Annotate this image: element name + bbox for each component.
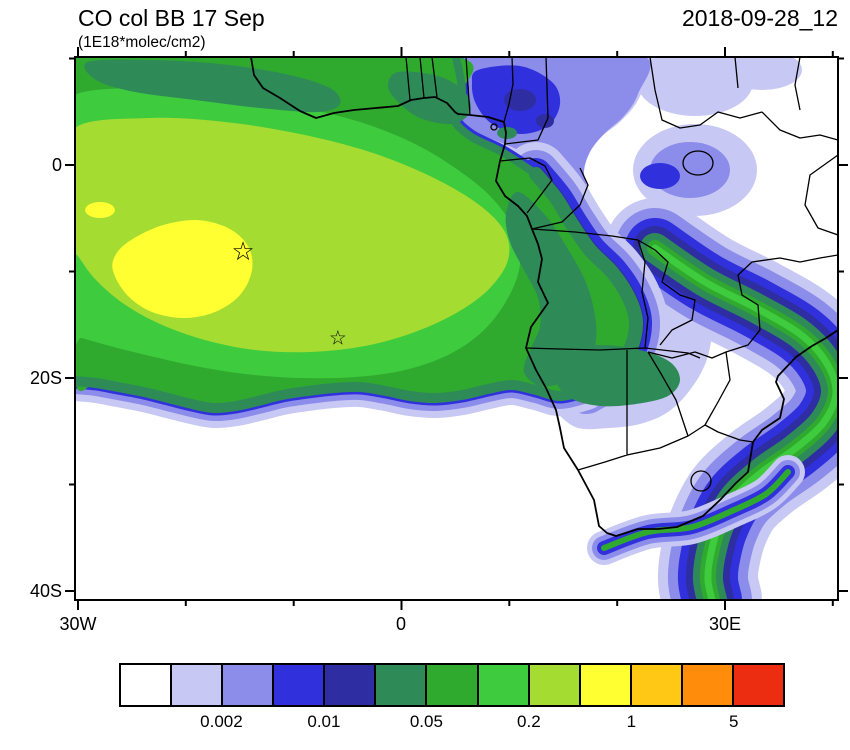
country-borders bbox=[405, 57, 838, 471]
colorbar-cell-7 bbox=[478, 665, 530, 705]
x-tick-label-30w: 30W bbox=[59, 614, 96, 634]
colorbar-cell-10 bbox=[631, 665, 683, 705]
plot-title: CO col BB 17 Sep bbox=[78, 5, 265, 31]
colorbar-cell-0 bbox=[121, 665, 173, 705]
contour-patch-level-4 bbox=[536, 114, 554, 128]
contour-patch-level-9 bbox=[85, 202, 115, 218]
contour-patch-level-4 bbox=[504, 89, 536, 111]
africa-coastline bbox=[250, 57, 838, 537]
y-tick-label-20s: 20S bbox=[30, 368, 62, 388]
axis-ticks bbox=[65, 47, 848, 610]
contour-region-level-5 bbox=[84, 59, 341, 113]
y-tick-label-40s: 40S bbox=[30, 581, 62, 601]
colorbar-tick-label: 0.002 bbox=[200, 712, 243, 731]
colorbar-cell-12 bbox=[733, 665, 784, 705]
colorbar-tick-label: 0.2 bbox=[517, 712, 541, 731]
colorbar-cell-8 bbox=[529, 665, 581, 705]
colorbar-cell-11 bbox=[682, 665, 734, 705]
colorbar-cell-1 bbox=[172, 665, 224, 705]
colorbar-labels: 0.002 0.01 0.05 0.2 1 5 bbox=[119, 712, 785, 734]
contour-band-level-5 bbox=[75, 376, 591, 414]
contour-region-level-5 bbox=[554, 344, 681, 407]
colorbar-cell-2 bbox=[223, 665, 275, 705]
contour-region-level-5 bbox=[505, 191, 597, 387]
colorbar-tick-label: 0.01 bbox=[307, 712, 341, 731]
colorbar bbox=[119, 663, 785, 707]
y-tick-label-0: 0 bbox=[52, 155, 62, 175]
contour-band-level-7 bbox=[651, 244, 838, 600]
co-concentration-field bbox=[75, 57, 838, 600]
contour-band-level-6 bbox=[601, 469, 791, 551]
lesotho-border bbox=[690, 470, 712, 492]
colorbar-cell-5 bbox=[376, 665, 428, 705]
geography bbox=[250, 57, 838, 537]
lake-victoria bbox=[682, 150, 714, 176]
map-frame bbox=[74, 56, 839, 601]
plot-units: (1E18*molec/cm2) bbox=[78, 34, 206, 51]
colorbar-cell-4 bbox=[325, 665, 377, 705]
colorbar-tick-label: 0.05 bbox=[409, 712, 443, 731]
bioko-island bbox=[490, 123, 498, 131]
axis-labels: 0 20S 40S 30W 0 30E bbox=[30, 155, 741, 634]
colorbar-cell-9 bbox=[580, 665, 632, 705]
contour-region-level-9 bbox=[112, 219, 253, 318]
station-markers: ☆☆ bbox=[231, 236, 347, 349]
colorbar-tick-label: 5 bbox=[729, 712, 739, 731]
station-marker-star: ☆ bbox=[329, 327, 347, 349]
contour-patch-level-1 bbox=[722, 57, 802, 90]
contour-patch-level-5 bbox=[497, 127, 517, 139]
contour-patch-level-3 bbox=[640, 163, 680, 189]
colorbar-tick-label: 1 bbox=[626, 712, 637, 731]
station-marker-star: ☆ bbox=[231, 236, 254, 266]
plot-datetime: 2018-09-28_12 bbox=[682, 5, 838, 31]
colorbar-cell-3 bbox=[274, 665, 326, 705]
colorbar-cell-6 bbox=[427, 665, 479, 705]
x-tick-label-0: 0 bbox=[396, 614, 406, 634]
x-tick-label-30e: 30E bbox=[709, 614, 741, 634]
